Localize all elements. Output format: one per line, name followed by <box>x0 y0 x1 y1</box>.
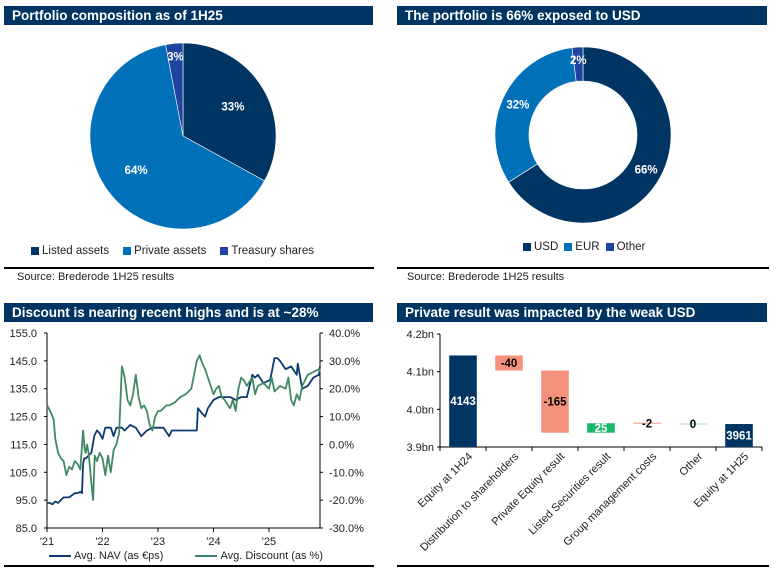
composition-label-private-assets: 64% <box>125 165 148 177</box>
legend-line-icon <box>195 555 218 557</box>
bar-listed-securities-result <box>587 423 615 433</box>
x-tick-label: '24 <box>206 536 220 548</box>
composition-label-treasury-shares: 3% <box>167 51 184 63</box>
legend-item-usd: USD <box>523 241 558 253</box>
legend-label: Listed assets <box>42 245 110 257</box>
composition-slice-treasury-shares <box>165 42 184 137</box>
x-tick-label: '23 <box>151 536 165 548</box>
currency-slice-usd <box>508 46 672 224</box>
bar-distribution-to-shareholders <box>495 355 523 371</box>
legend-item-discount: Avg. Discount (as %) <box>195 550 323 562</box>
legend-swatch-icon <box>564 243 573 251</box>
data-label-group-management-costs: -2 <box>642 418 652 430</box>
discount-title: Discount is nearing recent highs and is … <box>4 303 373 322</box>
y-right-tick-label: -10.0% <box>329 467 364 479</box>
nav-series-line <box>47 357 321 506</box>
waterfall-title: Private result was impacted by the weak … <box>397 303 767 322</box>
currency-legend: USD EUR Other <box>523 241 645 253</box>
legend-swatch-icon <box>123 247 132 255</box>
legend-label: USD <box>534 241 559 253</box>
y-left-tick-label: 115.0 <box>10 439 37 451</box>
legend-item-other: Other <box>605 241 646 253</box>
legend-label: Treasury shares <box>231 245 315 257</box>
divider <box>4 565 374 567</box>
divider <box>397 267 769 269</box>
y-tick-label: 4.2bn <box>406 329 434 341</box>
legend-label: Avg. Discount (as %) <box>220 550 323 562</box>
composition-title: Portfolio composition as of 1H25 <box>4 6 373 25</box>
currency-slice-other <box>571 46 584 82</box>
y-right-tick-label: 0.0% <box>329 439 354 451</box>
currency-source: Source: Brederode 1H25 results <box>407 271 565 283</box>
bar-equity-at-1h25 <box>725 424 753 447</box>
currency-label-usd: 66% <box>635 165 658 177</box>
legend-line-icon <box>49 555 71 557</box>
legend-label: Private assets <box>134 245 207 257</box>
composition-pie-chart: 33% 64% 3% <box>89 42 277 230</box>
x-tick-label: '22 <box>95 536 109 548</box>
y-left-tick-label: 135.0 <box>9 384 37 396</box>
y-right-tick-label: 30.0% <box>329 356 360 368</box>
legend-swatch-icon <box>523 243 531 251</box>
data-label-equity-at-1h24: 4143 <box>450 396 476 408</box>
composition-legend: Listed assets Private assets Treasury sh… <box>31 245 314 257</box>
y-left-tick-label: 105.0 <box>9 467 37 479</box>
legend-item-treasury-shares: Treasury shares <box>220 245 314 257</box>
currency-label-other: 2% <box>570 55 587 67</box>
legend-item-listed-assets: Listed assets <box>31 245 109 257</box>
legend-label: Avg. NAV (as €ps) <box>74 550 164 562</box>
y-right-tick-label: 40.0% <box>329 328 360 340</box>
bar-private-equity-result <box>541 370 569 433</box>
currency-slice-eur <box>494 47 577 183</box>
legend-item-nav: Avg. NAV (as €ps) <box>49 550 163 562</box>
category-label-other: Other <box>677 450 705 478</box>
legend-label: Other <box>616 241 646 253</box>
y-left-tick-label: 85.0 <box>16 523 37 535</box>
y-left-tick-label: 125.0 <box>9 412 37 424</box>
data-label-private-equity-result: -165 <box>543 397 567 409</box>
legend-label: EUR <box>575 241 600 253</box>
composition-slice-listed-assets <box>182 42 277 182</box>
y-tick-label: 3.9bn <box>406 442 434 454</box>
y-right-tick-label: 20.0% <box>329 384 360 396</box>
divider <box>397 565 769 567</box>
y-right-tick-label: -30.0% <box>329 523 364 535</box>
legend-swatch-icon <box>220 247 229 255</box>
currency-title: The portfolio is 66% exposed to USD <box>397 6 767 25</box>
composition-slice-private-assets <box>89 44 265 230</box>
discount-line-chart: 155.0 145.0 135.0 125.0 115.0 105.0 95.0 85.0 40… <box>9 328 364 548</box>
legend-item-eur: EUR <box>564 241 600 253</box>
data-label-distribution-to-shareholders: -40 <box>501 358 518 370</box>
composition-source: Source: Brederode 1H25 results <box>17 271 175 283</box>
y-left-tick-label: 145.0 <box>9 356 37 368</box>
discount-legend: Avg. NAV (as €ps) Avg. Discount (as %) <box>49 550 323 562</box>
data-label-other: 0 <box>690 419 696 431</box>
currency-label-eur: 32% <box>506 99 529 111</box>
legend-swatch-icon <box>605 243 614 251</box>
divider <box>4 267 374 269</box>
y-tick-label: 4.1bn <box>406 367 434 379</box>
x-tick-label: '21 <box>40 536 54 548</box>
y-left-tick-label: 95.0 <box>16 495 37 507</box>
legend-swatch-icon <box>31 247 39 255</box>
data-label-listed-securities-result: 25 <box>595 423 608 435</box>
bar-equity-at-1h24 <box>449 355 477 447</box>
currency-donut-chart: 66% 32% 2% <box>494 46 672 224</box>
composition-label-listed-assets: 33% <box>221 101 244 113</box>
y-tick-label: 4.0bn <box>406 404 434 416</box>
y-right-tick-label: -20.0% <box>329 495 364 507</box>
category-label-group-management-costs: Group management costs <box>561 450 659 548</box>
discount-series-line <box>46 354 321 501</box>
category-label-listed-securities-result: Listed Securities result <box>526 451 613 538</box>
legend-item-private-assets: Private assets <box>123 245 206 257</box>
y-left-tick-label: 155.0 <box>9 328 37 340</box>
data-label-equity-at-1h25: 3961 <box>726 431 752 443</box>
y-right-tick-label: 10.0% <box>329 412 360 424</box>
x-tick-label: '25 <box>262 536 276 548</box>
